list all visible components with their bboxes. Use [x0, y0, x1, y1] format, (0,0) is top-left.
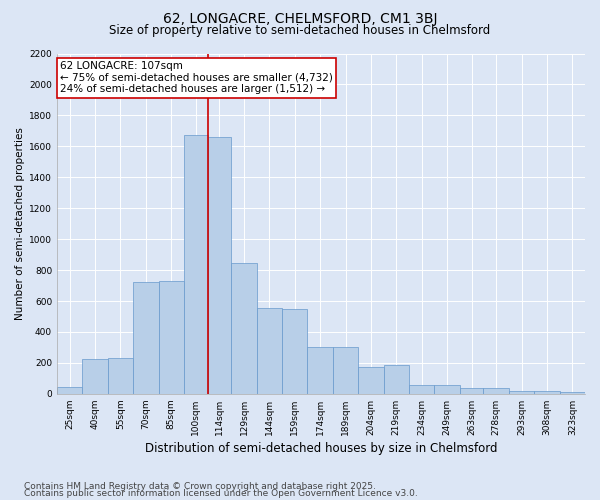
Text: 62, LONGACRE, CHELMSFORD, CM1 3BJ: 62, LONGACRE, CHELMSFORD, CM1 3BJ	[163, 12, 437, 26]
Y-axis label: Number of semi-detached properties: Number of semi-detached properties	[15, 127, 25, 320]
Bar	[383, 365, 409, 394]
Bar	[534, 390, 560, 394]
Text: Size of property relative to semi-detached houses in Chelmsford: Size of property relative to semi-detach…	[109, 24, 491, 37]
Bar	[358, 366, 383, 394]
Bar	[257, 308, 282, 394]
Bar	[434, 384, 460, 394]
Bar	[409, 384, 434, 394]
Bar	[560, 392, 585, 394]
Bar	[158, 281, 184, 394]
Bar	[484, 388, 509, 394]
Bar	[82, 359, 108, 394]
Bar	[57, 387, 82, 394]
Bar	[108, 358, 133, 394]
X-axis label: Distribution of semi-detached houses by size in Chelmsford: Distribution of semi-detached houses by …	[145, 442, 497, 455]
Bar	[282, 308, 307, 394]
Bar	[208, 137, 232, 394]
Bar	[509, 390, 534, 394]
Text: Contains HM Land Registry data © Crown copyright and database right 2025.: Contains HM Land Registry data © Crown c…	[24, 482, 376, 491]
Text: 62 LONGACRE: 107sqm
← 75% of semi-detached houses are smaller (4,732)
24% of sem: 62 LONGACRE: 107sqm ← 75% of semi-detach…	[61, 61, 333, 94]
Bar	[460, 388, 484, 394]
Bar	[184, 134, 208, 394]
Bar	[333, 348, 358, 394]
Bar	[307, 348, 333, 394]
Bar	[232, 263, 257, 394]
Bar	[133, 282, 158, 394]
Text: Contains public sector information licensed under the Open Government Licence v3: Contains public sector information licen…	[24, 489, 418, 498]
